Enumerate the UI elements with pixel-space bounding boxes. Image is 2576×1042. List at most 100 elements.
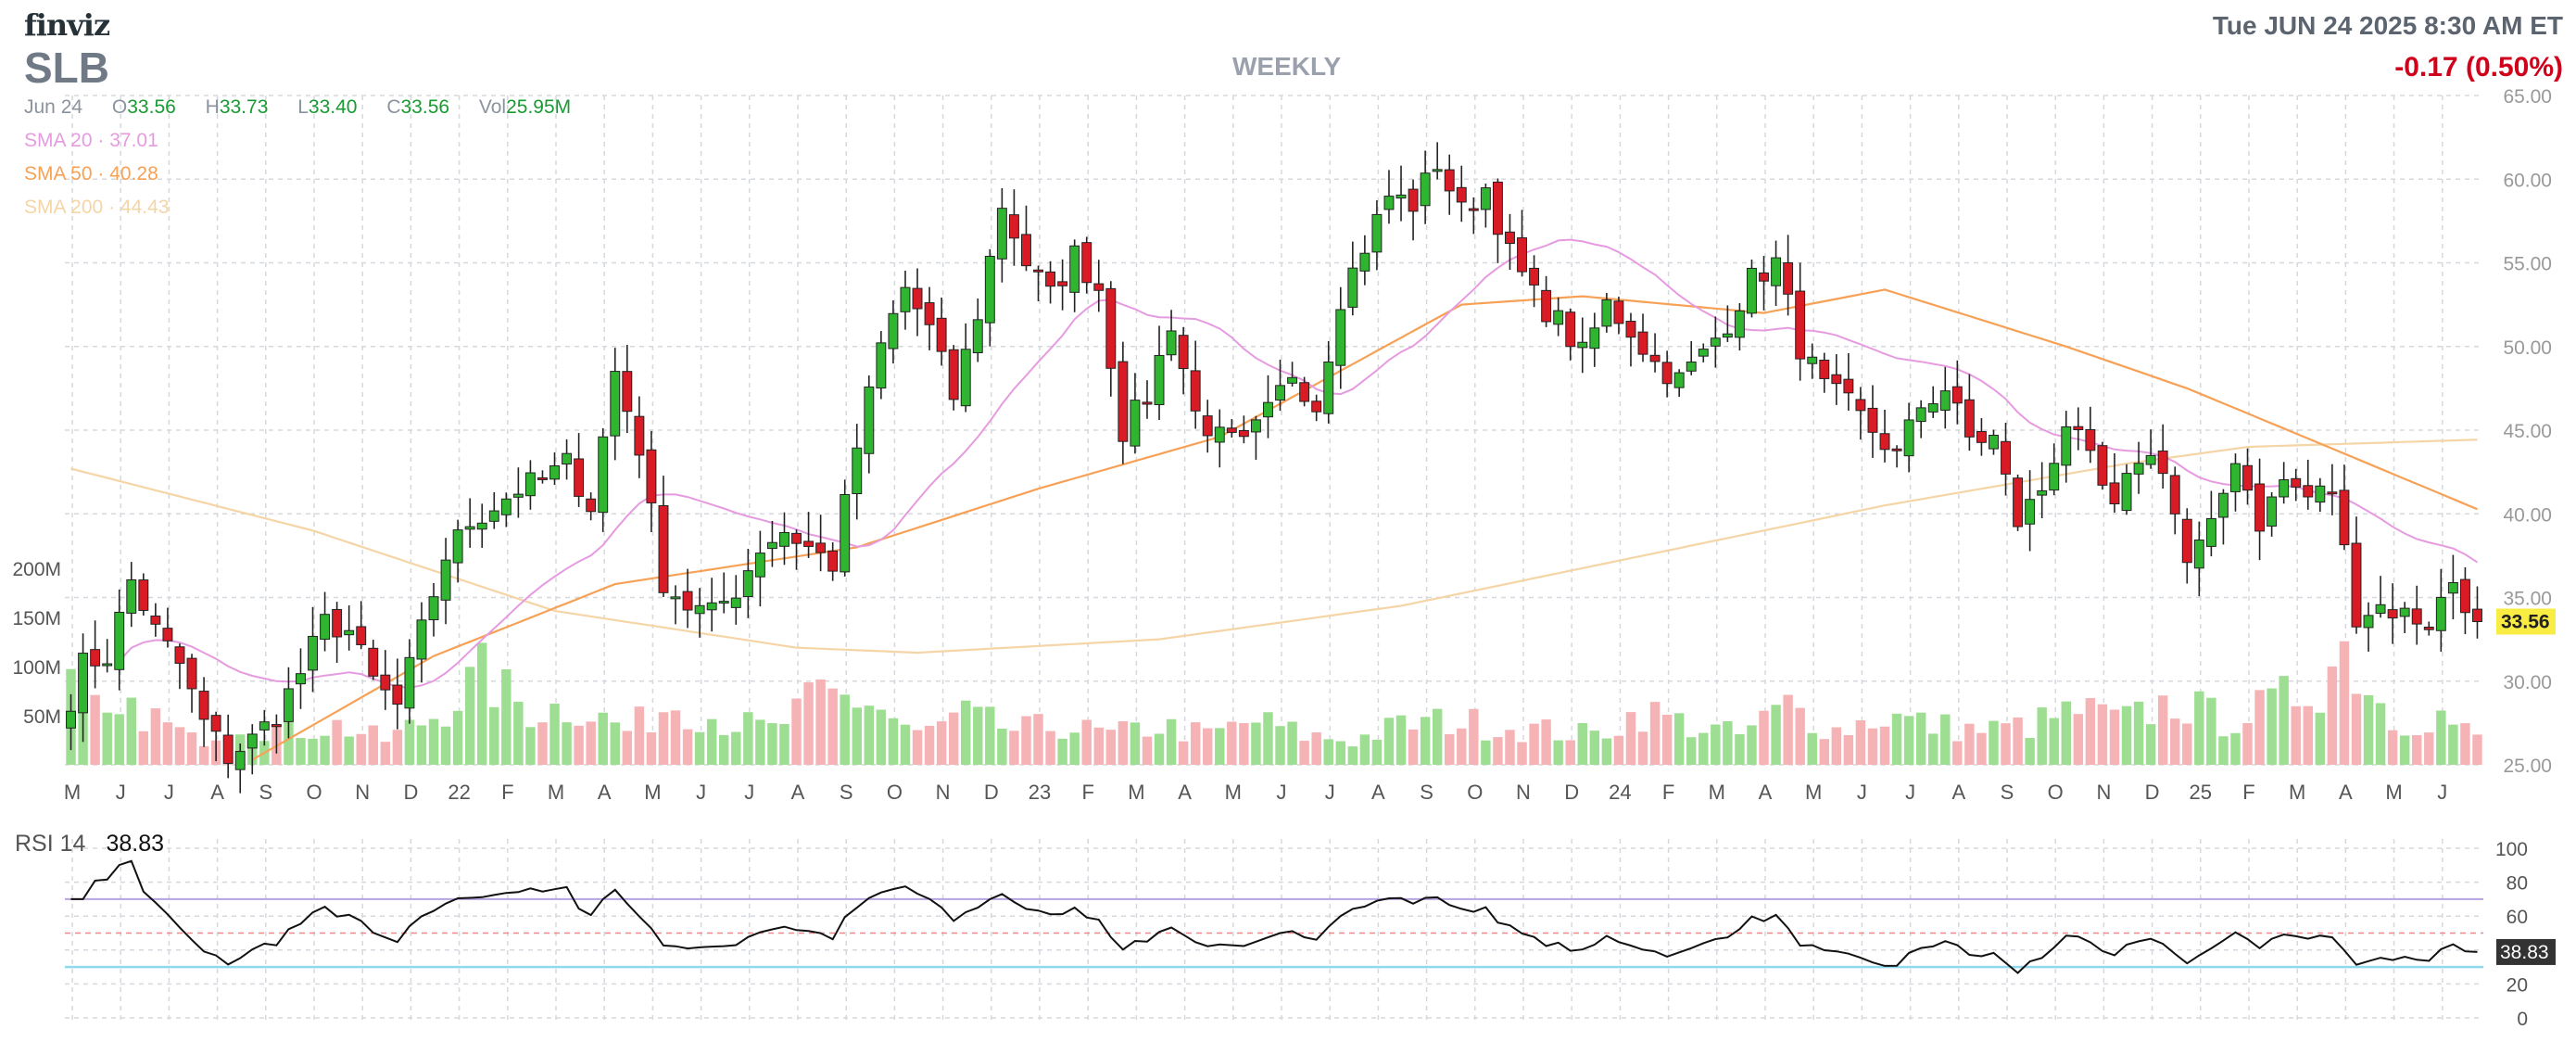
volume-bar [864, 705, 875, 765]
volume-bar [150, 708, 161, 765]
rsi-line [70, 859, 2478, 974]
candle-down [380, 674, 391, 691]
candle-down [1783, 261, 1794, 295]
sma-200-path [70, 438, 2478, 654]
volume-bar [1625, 712, 1636, 765]
time-axis-label: A [791, 781, 805, 804]
volume-bar [1673, 713, 1685, 765]
volume-bar [2303, 705, 2313, 765]
candle-down [2291, 477, 2302, 488]
volume-bar [731, 731, 741, 765]
candle-down [1879, 433, 1890, 451]
candle-up [524, 472, 536, 497]
candle-up [283, 688, 294, 722]
volume-bar [767, 723, 777, 765]
volume-axis: 200M 150M 100M 50M [12, 559, 61, 728]
volume-bar [1928, 733, 1938, 765]
sma-200-line [70, 438, 2478, 654]
rsi-legend[interactable]: RSI 14 38.83 [15, 831, 164, 858]
volume-bar [719, 734, 729, 765]
candle-down [138, 579, 149, 611]
volume-bar [1469, 708, 1479, 765]
candle-down [2097, 445, 2108, 486]
price-axis-label: 25.00 [2503, 756, 2552, 777]
volume-bar [1529, 723, 1539, 765]
volume-bar [416, 725, 427, 765]
candle-up [840, 493, 851, 573]
candle-up [1903, 419, 1914, 457]
volume-bar [1408, 729, 1419, 765]
candle-up [754, 553, 765, 578]
volume-bar [2145, 724, 2156, 765]
candle-up [2037, 489, 2048, 496]
volume-bar [888, 718, 899, 765]
candle-down [1105, 287, 1117, 369]
time-axis-label: J [116, 781, 126, 804]
volume-bar [1105, 730, 1117, 765]
rsi-axis-label: 0 [2517, 1009, 2528, 1030]
candle-down [1759, 272, 1769, 282]
candle-up [512, 493, 524, 498]
candle-down [1625, 321, 1636, 338]
open-value: 33.56 [127, 96, 176, 118]
candle-up [1686, 362, 1697, 372]
volume-bar [1311, 731, 1321, 765]
candle-up [984, 255, 995, 324]
volume-bar [1166, 718, 1177, 765]
volume-bar [525, 727, 536, 765]
volume-bar [948, 712, 959, 765]
candle-up [1395, 194, 1407, 199]
sma-20-legend[interactable]: SMA 20 · 37.01 [24, 130, 158, 152]
time-axis-label: A [2339, 781, 2353, 804]
volume-bar [452, 710, 463, 765]
time-axis-label: J [1277, 781, 1287, 804]
sma-20-label: SMA 20 [24, 130, 93, 151]
candle-up [1347, 267, 1358, 308]
time-axis-label: J [164, 781, 174, 804]
candle-down [827, 550, 839, 572]
volume-bar [2157, 695, 2168, 765]
candle-down [2303, 485, 2314, 498]
volume-bar [997, 728, 1007, 765]
candle-down [1517, 237, 1527, 273]
price-axis-label: 65.00 [2503, 86, 2552, 108]
time-axis-label: D [403, 781, 418, 804]
candle-up [428, 596, 439, 621]
candle-up [500, 498, 511, 515]
volume-bar [1457, 728, 1467, 765]
volume-bar [1359, 734, 1370, 765]
price-axis: 65.00 60.00 55.00 50.00 45.00 40.00 35.00 30.00… [2503, 86, 2552, 777]
sma-50-legend[interactable]: SMA 50 · 40.28 [24, 163, 158, 185]
candle-down [2387, 609, 2398, 619]
finviz-logo[interactable]: finviz [24, 7, 110, 43]
volume-bar [1009, 731, 1019, 765]
candle-up [694, 604, 705, 615]
volume-bar [1686, 737, 1697, 765]
volume-bar [1976, 732, 1987, 765]
time-axis-label: M [1225, 781, 1242, 804]
volume-bar [2182, 723, 2192, 765]
last-price-tag: 33.56 [2496, 608, 2556, 635]
candle-up [598, 436, 609, 514]
volume-bar [1190, 722, 1201, 765]
candle-down [1142, 401, 1153, 405]
volume-bar [1661, 714, 1673, 765]
volume-bar [1637, 731, 1648, 765]
time-axis-label: M [2289, 781, 2305, 804]
volume-bar [404, 719, 415, 765]
time-axis-label: J [2437, 781, 2447, 804]
candle-down [1226, 427, 1237, 433]
candle-up [2133, 463, 2144, 475]
volume-bar [1807, 732, 1817, 765]
rsi-value-tag: 38.83 [2496, 938, 2556, 965]
candle-up [1553, 310, 1564, 325]
volume-bar [574, 725, 584, 765]
sma-200-legend[interactable]: SMA 200 · 44.43 [24, 197, 169, 219]
chart-grid [65, 95, 2483, 1024]
candle-down [2169, 475, 2180, 515]
volume-bar [827, 688, 838, 765]
candle-up [2193, 540, 2204, 569]
candle-up [1432, 169, 1443, 172]
candle-up [2315, 485, 2326, 503]
